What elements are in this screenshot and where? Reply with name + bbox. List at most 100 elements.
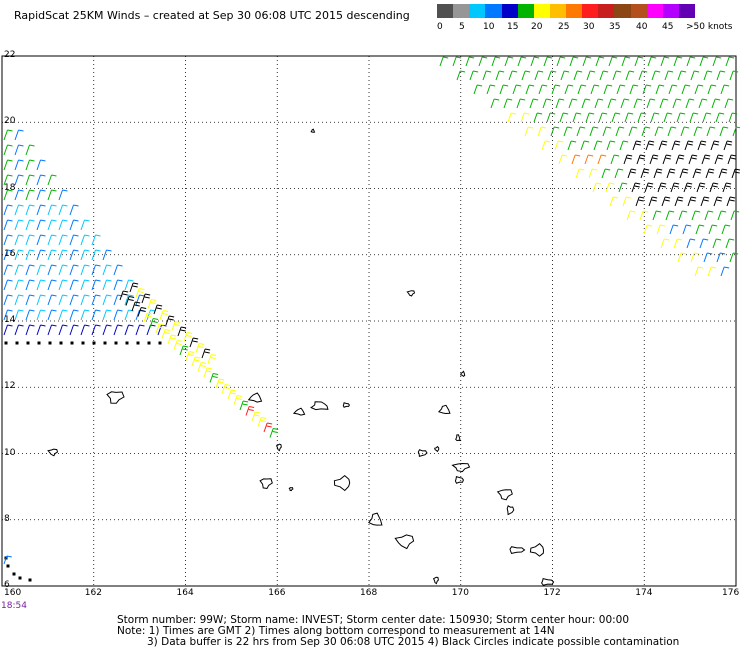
wind-barb [714, 154, 724, 165]
island-outline [454, 475, 464, 484]
wind-barb [707, 84, 717, 95]
wind-barb [685, 98, 695, 109]
wind-barb [584, 154, 594, 165]
wind-barb [704, 210, 714, 221]
wind-barb [504, 56, 514, 67]
wind-barb [102, 309, 112, 321]
wind-barb [47, 189, 57, 201]
wind-barb [530, 56, 540, 67]
wind-barb [3, 234, 13, 246]
wind-barb [658, 140, 668, 151]
wind-barb [572, 112, 582, 123]
calm-dot [92, 341, 96, 345]
wind-barb [533, 112, 543, 123]
wind-barb [732, 126, 740, 137]
wind-barb [594, 98, 604, 109]
calm-dot [103, 341, 107, 345]
wind-barb [14, 174, 24, 186]
wind-barb [119, 290, 129, 301]
island-outline [506, 505, 515, 516]
wind-barb [149, 318, 159, 328]
colorbar-label: 15 [507, 22, 519, 32]
island-outline [106, 391, 125, 404]
wind-barb [668, 84, 678, 95]
wind-barb [634, 56, 644, 67]
wind-barb [730, 210, 740, 221]
wind-barb [14, 324, 24, 336]
wind-barb [58, 309, 68, 321]
wind-barb [611, 112, 621, 123]
calm-dot [59, 341, 63, 345]
wind-barb [645, 140, 655, 151]
wind-barb [636, 154, 646, 165]
wind-barb [36, 249, 46, 261]
wind-barb [667, 126, 677, 137]
wind-barb [622, 196, 632, 207]
wind-barb [167, 334, 177, 345]
island-outline [288, 487, 294, 492]
wind-barb [537, 126, 547, 137]
wind-barb [688, 154, 698, 165]
island-outline [310, 401, 329, 411]
wind-barb [573, 70, 583, 81]
wind-barb [728, 112, 738, 123]
colorbar-label: 20 [531, 22, 543, 32]
calm-dot [147, 341, 151, 345]
wind-barb [581, 98, 591, 109]
wind-barb [586, 70, 596, 81]
wind-barb [637, 112, 647, 123]
colorbar-swatch [437, 4, 454, 18]
wind-barb [14, 264, 24, 276]
footer-note-1: Note: 1) Times are GMT 2) Times along bo… [117, 625, 555, 637]
wind-barb [91, 294, 101, 306]
wind-barb [674, 196, 684, 207]
wind-barb [673, 238, 683, 249]
calm-dot [37, 341, 41, 345]
island-outline [247, 392, 263, 403]
wind-barb [482, 70, 492, 81]
wind-barb [47, 324, 57, 336]
wind-barb [14, 279, 24, 291]
wind-barb [191, 356, 201, 367]
wind-barb [682, 224, 692, 235]
wind-barb [525, 84, 535, 95]
wind-barb [47, 219, 57, 231]
wind-barb [703, 252, 713, 263]
wind-barb [452, 56, 462, 67]
wind-barb [512, 84, 522, 95]
wind-barb [670, 182, 680, 193]
grid-lines [1, 55, 737, 587]
wind-barb [541, 140, 551, 151]
wind-barb [465, 56, 475, 67]
wind-barb [725, 56, 735, 67]
wind-barb [699, 238, 709, 249]
wind-barb [524, 126, 534, 137]
y-axis-label: 8 [4, 513, 10, 524]
y-axis-label: 6 [4, 580, 10, 590]
wind-barb [80, 279, 90, 291]
wind-barb [495, 70, 505, 81]
wind-barb [607, 98, 617, 109]
wind-barb [662, 154, 672, 165]
wind-barb [14, 309, 24, 321]
wind-barb [203, 367, 213, 378]
wind-barb [681, 84, 691, 95]
wind-barb [660, 56, 670, 67]
wind-barb [642, 84, 652, 95]
wind-barb [91, 264, 101, 276]
wind-barb [113, 279, 123, 291]
wind-barb [602, 126, 612, 137]
wind-barb [588, 168, 598, 179]
wind-barb [507, 112, 517, 123]
wind-barb [14, 144, 24, 156]
wind-barb [221, 384, 231, 394]
wind-barb [47, 294, 57, 306]
coastlines [47, 128, 555, 586]
wind-barb [628, 126, 638, 137]
wind-barb [729, 252, 739, 263]
colorbar-swatch [485, 4, 502, 18]
wind-barb [598, 112, 608, 123]
x-axis-label: 166 [268, 588, 286, 598]
time-label: 18:54 [1, 601, 27, 611]
wind-barb [666, 168, 676, 179]
